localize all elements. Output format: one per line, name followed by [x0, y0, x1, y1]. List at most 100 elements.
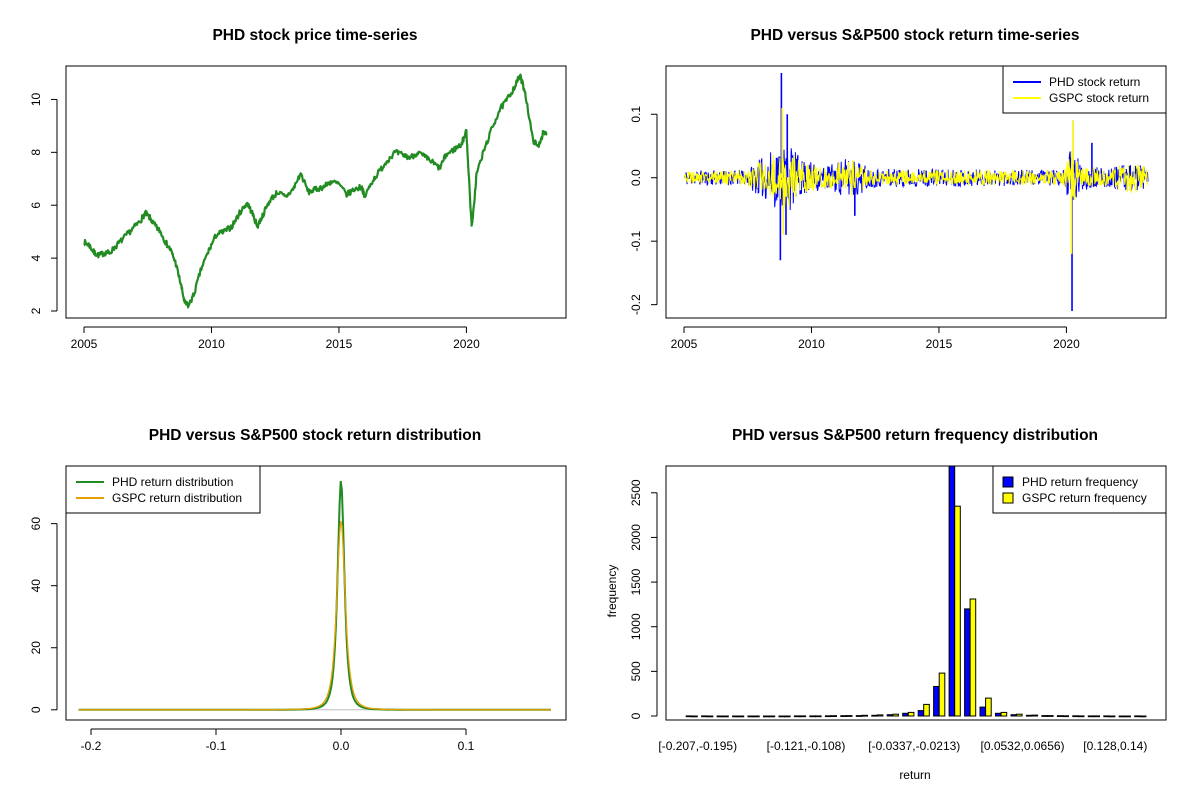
- histogram-legend-box: [992, 465, 1167, 514]
- histogram-ytick-label: 2000: [629, 524, 643, 551]
- histogram-ytick-label: 1000: [629, 613, 643, 640]
- histogram-bar-phd: [1087, 715, 1095, 718]
- returns-ytick-label: -0.2: [629, 294, 643, 315]
- returns-legend-label: PHD stock return: [1049, 75, 1140, 89]
- returns-legend-box: [1002, 65, 1167, 114]
- panel-returns-chart: PHD versus S&P500 stock return time-seri…: [629, 27, 1167, 351]
- returns-gspc-series-line: [683, 150, 1149, 207]
- histogram-bar-gspc: [753, 715, 760, 718]
- histogram-bar-phd: [902, 712, 909, 717]
- histogram-bar-phd: [685, 715, 693, 718]
- histogram-bar-phd: [1118, 715, 1126, 718]
- histogram-bar-phd: [701, 715, 708, 718]
- histogram-bar-gspc: [1139, 715, 1147, 718]
- histogram-bar-gspc: [815, 715, 822, 718]
- histogram-xtick-label: [-0.121,-0.108): [767, 739, 846, 753]
- returns-xtick-label: 2020: [1053, 337, 1080, 351]
- histogram-bar-gspc: [706, 715, 714, 718]
- histogram-bar-gspc: [1124, 715, 1131, 718]
- histogram-legend-fill-swatch: [1002, 476, 1014, 488]
- histogram-bar-gspc: [892, 713, 899, 717]
- histogram-bar-gspc: [1047, 715, 1054, 717]
- histogram-bar-phd: [979, 706, 987, 717]
- price-ytick-label: 4: [29, 254, 43, 261]
- returns-legend-label: GSPC stock return: [1049, 91, 1149, 105]
- histogram-bar-phd: [793, 715, 801, 718]
- histogram-bar-gspc: [923, 703, 930, 717]
- returns-ytick-label: 0.1: [629, 106, 643, 123]
- returns-ytick-label: -0.1: [629, 231, 643, 252]
- density-plot-frame: [65, 465, 567, 721]
- returns-xtick-label: 2005: [671, 337, 698, 351]
- density-xtick-label: 0.1: [458, 739, 475, 753]
- panel-price-chart: PHD stock price time-series 2005 2010 2015…: [29, 27, 567, 351]
- histogram-bar-gspc: [938, 672, 946, 717]
- histogram-bar-phd: [809, 715, 817, 718]
- panel-density-chart: PHD versus S&P500 stock return distribut…: [29, 427, 567, 753]
- histogram-xtick-label: [-0.207,-0.195): [658, 739, 737, 753]
- histogram-bar-phd: [871, 714, 878, 717]
- histogram-bar-phd: [824, 715, 832, 718]
- histogram-bar-phd: [778, 715, 786, 718]
- density-gspc-curve: [78, 520, 551, 711]
- histogram-bar-gspc: [969, 598, 977, 717]
- histogram-legend-label: GSPC return frequency: [1022, 491, 1147, 505]
- returns-chart-title: PHD versus S&P500 stock return time-seri…: [750, 27, 1079, 44]
- price-plot-frame: [65, 65, 567, 319]
- histogram-bar-phd: [747, 715, 755, 718]
- price-xtick-label: 2010: [198, 337, 225, 351]
- price-xtick-label: 2020: [453, 337, 480, 351]
- histogram-bar-gspc: [907, 711, 915, 717]
- density-legend-box: [65, 465, 261, 514]
- histogram-bar-phd: [948, 465, 956, 717]
- density-ytick-label: 60: [29, 517, 43, 531]
- density-xtick-label: 0.0: [333, 739, 350, 753]
- histogram-yaxis-label: frequency: [605, 565, 619, 618]
- histogram-bar-phd: [1041, 715, 1049, 717]
- histogram-bar-phd: [1025, 714, 1033, 717]
- histogram-ytick-label: 500: [629, 661, 643, 681]
- price-ytick-label: 10: [29, 92, 43, 106]
- price-series-line: [83, 73, 548, 309]
- histogram-bar-gspc: [1031, 714, 1039, 717]
- density-xtick-label: -0.2: [81, 739, 102, 753]
- histogram-ytick-label: 0: [629, 712, 643, 719]
- histogram-bar-gspc: [861, 714, 869, 717]
- returns-ytick-label: 0.0: [629, 169, 643, 186]
- histogram-ytick-label: 1500: [629, 568, 643, 595]
- price-ytick-label: 8: [29, 149, 43, 156]
- histogram-bar-gspc: [799, 715, 807, 718]
- histogram-bar-phd: [732, 715, 739, 718]
- density-xtick-label: -0.1: [206, 739, 227, 753]
- histogram-bar-phd: [855, 715, 863, 717]
- histogram-bar-gspc: [876, 714, 884, 717]
- returns-xtick-label: 2015: [926, 337, 953, 351]
- histogram-bar-gspc: [1077, 715, 1085, 718]
- histogram-xtick-label: [0.0532,0.0656): [980, 739, 1064, 753]
- histogram-bar-phd: [716, 715, 724, 718]
- histogram-bar-phd: [1103, 715, 1110, 718]
- histogram-bar-phd: [1056, 715, 1064, 718]
- price-xtick-label: 2015: [326, 337, 353, 351]
- histogram-legend-label: PHD return frequency: [1022, 475, 1138, 489]
- density-legend-label: PHD return distribution: [112, 475, 233, 489]
- histogram-bar-phd: [995, 712, 1002, 717]
- histogram-ytick-label: 2500: [629, 479, 643, 506]
- histogram-bar-gspc: [1062, 715, 1070, 718]
- density-ytick-label: 20: [29, 641, 43, 655]
- price-ytick-label: 6: [29, 202, 43, 209]
- histogram-bar-phd: [964, 608, 971, 717]
- histogram-bar-gspc: [845, 715, 853, 717]
- histogram-xaxis-label: return: [899, 768, 930, 782]
- histogram-bar-gspc: [737, 715, 745, 718]
- histogram-plot-frame: [665, 465, 1167, 721]
- histogram-bar-phd: [917, 710, 925, 717]
- histogram-legend: PHD return frequency GSPC return frequenc…: [992, 465, 1167, 514]
- histogram-bar-gspc: [985, 697, 992, 717]
- density-legend: PHD return distribution GSPC return distr…: [65, 465, 261, 514]
- histogram-bar-gspc: [784, 715, 791, 718]
- histogram-bar-gspc: [1108, 715, 1116, 718]
- histogram-bar-gspc: [1093, 715, 1101, 718]
